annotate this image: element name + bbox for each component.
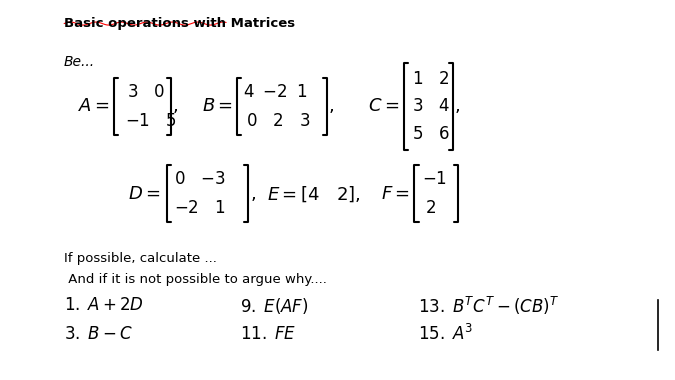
Text: $B =$: $B =$ — [202, 97, 234, 116]
Text: $4 \;\; {-2} \;\; 1$: $4 \;\; {-2} \;\; 1$ — [243, 83, 307, 101]
Text: $,$: $,$ — [172, 97, 178, 116]
Text: $D =$: $D =$ — [128, 185, 161, 203]
Text: $E = [4 \quad 2],$: $E = [4 \quad 2],$ — [267, 184, 360, 204]
Text: $2$: $2$ — [425, 199, 436, 217]
Text: $11.\; FE$: $11.\; FE$ — [240, 326, 296, 343]
Text: $,$: $,$ — [454, 97, 460, 116]
Text: $5 \quad 6$: $5 \quad 6$ — [412, 125, 450, 143]
Text: $1.\; A + 2D$: $1.\; A + 2D$ — [64, 298, 144, 314]
Text: $-1 \quad 5$: $-1 \quad 5$ — [125, 112, 177, 130]
Text: $13.\; B^TC^T - (CB)^T$: $13.\; B^TC^T - (CB)^T$ — [418, 295, 560, 317]
Text: $,$: $,$ — [250, 185, 256, 203]
Text: $A =$: $A =$ — [78, 97, 109, 116]
Text: $0 \quad 2 \quad 3$: $0 \quad 2 \quad 3$ — [246, 112, 311, 130]
Text: Be...: Be... — [64, 55, 95, 69]
Text: $0 \quad {-3}$: $0 \quad {-3}$ — [174, 170, 226, 188]
Text: $C =$: $C =$ — [368, 97, 399, 116]
Text: $1 \quad 2$: $1 \quad 2$ — [412, 70, 450, 88]
Text: $3.\; B - C$: $3.\; B - C$ — [64, 326, 133, 343]
Text: $9.\; E(AF)$: $9.\; E(AF)$ — [240, 296, 308, 316]
Text: If possible, calculate ...: If possible, calculate ... — [64, 252, 217, 265]
Text: Basic operations with Matrices: Basic operations with Matrices — [64, 17, 295, 30]
Text: $3 \quad 4$: $3 \quad 4$ — [412, 97, 450, 116]
Text: And if it is not possible to argue why....: And if it is not possible to argue why..… — [64, 273, 327, 286]
Text: $F =$: $F =$ — [381, 185, 410, 203]
Text: $-1$: $-1$ — [422, 170, 447, 188]
Text: $,$: $,$ — [328, 97, 334, 116]
Text: ${-2} \quad 1$: ${-2} \quad 1$ — [174, 199, 226, 217]
Text: $3 \quad 0$: $3 \quad 0$ — [127, 83, 165, 101]
Text: $15.\; A^3$: $15.\; A^3$ — [418, 325, 474, 344]
